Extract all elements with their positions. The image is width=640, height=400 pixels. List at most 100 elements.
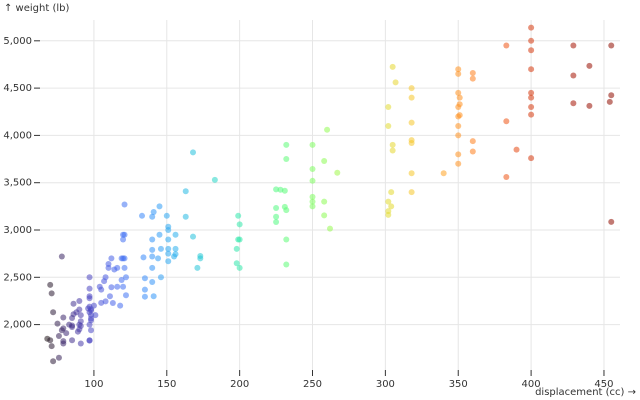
point xyxy=(197,253,204,260)
point xyxy=(102,274,109,281)
point xyxy=(86,321,93,328)
point xyxy=(182,213,189,220)
point xyxy=(327,225,333,232)
x-axis-label: displacement (cc) → xyxy=(535,387,636,398)
point xyxy=(66,321,73,328)
point xyxy=(408,94,415,101)
point xyxy=(50,358,57,365)
point xyxy=(70,300,77,307)
point xyxy=(586,102,593,109)
x-tick-label: 350 xyxy=(449,379,468,390)
point xyxy=(149,264,156,271)
y-tick-label: 2,500 xyxy=(3,272,32,283)
point xyxy=(455,122,462,129)
point xyxy=(528,104,535,111)
point xyxy=(408,170,415,177)
point xyxy=(77,340,84,347)
point xyxy=(570,72,577,79)
point xyxy=(139,212,146,219)
point xyxy=(388,189,395,196)
point xyxy=(63,330,70,337)
point xyxy=(321,198,328,205)
point xyxy=(165,245,172,252)
point xyxy=(283,141,290,148)
point xyxy=(388,203,395,210)
point xyxy=(58,253,65,260)
point xyxy=(109,300,116,307)
point xyxy=(469,148,476,155)
point xyxy=(469,75,476,82)
point xyxy=(58,327,65,334)
point xyxy=(47,281,54,288)
point xyxy=(236,221,243,228)
x-tick-label: 450 xyxy=(594,379,613,390)
point xyxy=(172,245,179,252)
point xyxy=(165,258,172,265)
point xyxy=(389,147,396,154)
x-tick-label: 300 xyxy=(376,379,395,390)
point xyxy=(513,146,520,153)
point xyxy=(273,213,280,220)
point xyxy=(92,312,99,319)
point xyxy=(111,266,118,273)
point xyxy=(77,318,84,325)
point xyxy=(309,177,316,184)
point xyxy=(55,332,62,339)
point xyxy=(155,255,162,262)
point xyxy=(233,245,240,252)
point xyxy=(503,118,510,125)
point xyxy=(385,122,392,129)
point xyxy=(273,204,280,211)
point xyxy=(334,169,341,176)
point xyxy=(149,279,156,286)
point xyxy=(455,160,462,167)
point xyxy=(606,98,613,105)
point xyxy=(236,264,243,271)
point xyxy=(182,188,189,195)
point xyxy=(385,198,392,205)
point xyxy=(236,236,243,243)
point xyxy=(96,283,103,290)
point xyxy=(108,255,115,262)
point xyxy=(528,94,535,101)
point xyxy=(408,85,415,92)
point xyxy=(608,92,615,99)
y-tick-label: 5,000 xyxy=(3,36,32,47)
point xyxy=(156,203,163,210)
point xyxy=(76,297,83,304)
point xyxy=(122,274,129,281)
x-tick-label: 100 xyxy=(84,379,103,390)
point xyxy=(455,151,462,158)
y-tick-label: 4,000 xyxy=(3,130,32,141)
point xyxy=(55,354,62,361)
y-axis-label: ↑ weight (lb) xyxy=(4,3,69,14)
point xyxy=(469,69,476,76)
point xyxy=(114,283,121,290)
point xyxy=(469,138,476,145)
y-tick-label: 4,500 xyxy=(3,83,32,94)
point xyxy=(172,231,179,238)
point xyxy=(76,306,83,313)
point xyxy=(122,292,129,299)
point xyxy=(108,284,115,291)
point xyxy=(86,295,93,302)
point xyxy=(309,198,316,205)
point xyxy=(321,157,328,164)
point xyxy=(165,250,172,257)
point xyxy=(165,227,172,233)
point xyxy=(48,343,55,350)
x-tick-label: 250 xyxy=(303,379,322,390)
point xyxy=(86,337,93,344)
point xyxy=(528,24,535,31)
point xyxy=(309,141,316,148)
point xyxy=(190,233,197,240)
point xyxy=(528,155,535,162)
point xyxy=(120,236,127,243)
point xyxy=(60,314,67,321)
x-tick-label: 400 xyxy=(522,379,541,390)
point xyxy=(503,174,510,181)
point xyxy=(455,132,462,139)
point xyxy=(50,309,57,316)
point xyxy=(570,100,577,107)
